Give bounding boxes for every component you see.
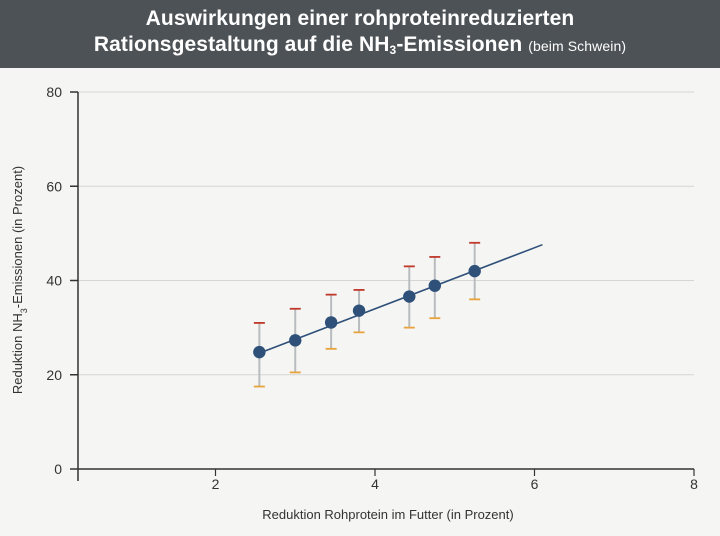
data-point-4 bbox=[352, 304, 366, 317]
y-axis-label: Reduktion NH3-Emissionen (in Prozent) bbox=[10, 166, 29, 394]
y-tick-label: 0 bbox=[54, 461, 62, 477]
chart-subtitle: (beim Schwein) bbox=[528, 38, 627, 54]
chart-title-line-2: Rationsgestaltung auf die NH3-Emissionen… bbox=[0, 32, 720, 59]
grid-lines bbox=[78, 91, 694, 376]
x-axis-label: Reduktion Rohprotein im Futter (in Proze… bbox=[262, 507, 513, 522]
trend-line bbox=[259, 243, 543, 354]
data-point-3 bbox=[324, 316, 338, 329]
tick-labels: 0 20 40 60 80 2 4 6 8 bbox=[46, 84, 698, 492]
axes bbox=[70, 91, 695, 481]
y-tick-label: 20 bbox=[46, 367, 62, 383]
data-point-5 bbox=[403, 290, 416, 303]
y-tick-label: 40 bbox=[46, 273, 62, 289]
chart-title-line-2-suffix: -Emissionen bbox=[396, 33, 523, 56]
trend-line-group bbox=[259, 243, 543, 354]
x-tick-label: 8 bbox=[690, 476, 698, 492]
error-bars bbox=[253, 241, 481, 388]
data-point-6 bbox=[428, 279, 442, 292]
y-axis-label-subscript: 3 bbox=[19, 308, 29, 313]
x-tick-label: 4 bbox=[371, 476, 379, 492]
chart-title-line-2-text: Rationsgestaltung auf die NH bbox=[93, 33, 390, 56]
chart-title-banner: Auswirkungen einer rohproteinreduzierten… bbox=[0, 0, 720, 68]
y-axis-label-text: Reduktion NH bbox=[10, 313, 25, 394]
y-axis-label-suffix: -Emissionen (in Prozent) bbox=[10, 166, 25, 308]
data-points bbox=[253, 264, 481, 359]
chart-title-subscript: 3 bbox=[389, 43, 397, 57]
chart-title-line-1: Auswirkungen einer rohproteinreduzierten bbox=[145, 7, 575, 30]
data-point-2 bbox=[289, 334, 302, 347]
y-tick-label: 60 bbox=[46, 178, 62, 194]
data-point-1 bbox=[253, 345, 266, 359]
y-tick-label: 80 bbox=[46, 84, 62, 100]
data-point-7 bbox=[468, 264, 481, 278]
x-tick-label: 2 bbox=[212, 476, 220, 492]
x-tick-label: 6 bbox=[531, 476, 539, 492]
